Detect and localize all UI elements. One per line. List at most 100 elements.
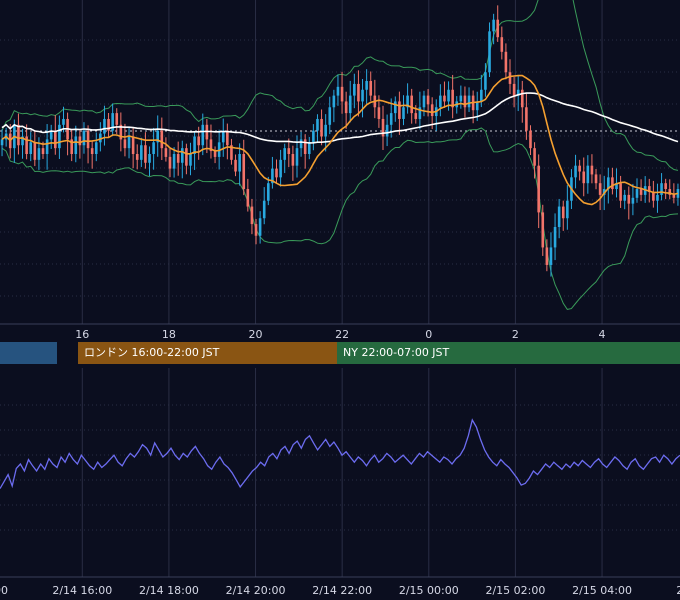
candle-body <box>504 51 508 73</box>
candle-body <box>430 104 434 117</box>
candle-body <box>357 83 360 102</box>
candle-body <box>344 101 348 114</box>
candle-body <box>578 165 581 172</box>
candle-body <box>541 212 545 248</box>
candle-body <box>627 194 631 204</box>
candle-body <box>639 189 643 195</box>
candle-body <box>561 206 565 219</box>
candle-body <box>144 145 147 163</box>
candle-body <box>340 86 344 102</box>
candle-body <box>168 156 172 169</box>
candle-body <box>299 139 303 149</box>
candle-body <box>221 130 225 143</box>
candle-body <box>389 113 393 125</box>
candle-body <box>361 89 364 102</box>
candle-body <box>426 95 430 105</box>
main-grid <box>0 0 680 324</box>
candle-body <box>172 154 176 169</box>
session-ny-label: NY 22:00-07:00 JST <box>343 346 450 359</box>
candle-body <box>316 118 319 131</box>
candle-body <box>439 95 442 108</box>
candle-body <box>135 154 139 160</box>
candle-body <box>107 118 110 131</box>
candle-body <box>279 159 282 178</box>
candle-body <box>246 189 250 207</box>
candle-body <box>82 130 86 146</box>
candle-body <box>353 83 356 96</box>
candle-body <box>545 247 549 265</box>
x-tick-label: 22 <box>335 328 349 341</box>
candle-body <box>377 107 381 119</box>
candle-body <box>156 130 160 143</box>
candle-body <box>619 183 622 201</box>
candle-body <box>394 101 397 114</box>
candle-body <box>25 136 28 154</box>
candle-body <box>37 148 41 160</box>
candle-body <box>33 142 37 160</box>
candle-body <box>582 171 586 184</box>
candle-body <box>54 130 57 149</box>
candle-body <box>283 148 286 160</box>
candle-body <box>647 186 651 192</box>
candle-body <box>307 142 311 154</box>
candle-body <box>406 95 409 108</box>
candle-body <box>475 101 479 111</box>
candle-body <box>189 154 192 166</box>
candle-body <box>197 136 200 146</box>
candle-body <box>152 142 155 154</box>
candle-body <box>594 174 598 184</box>
candle-body <box>537 165 540 213</box>
candle-body <box>127 136 131 149</box>
candle-body <box>103 118 106 134</box>
candle-body <box>324 124 327 137</box>
candle-body <box>492 19 495 32</box>
x-tick-label: 4 <box>599 328 606 341</box>
x-tick-label: 18 <box>162 328 176 341</box>
candle-body <box>348 95 352 114</box>
candle-body <box>385 124 389 137</box>
candle-body <box>287 148 291 154</box>
candle-body <box>623 194 626 201</box>
candle-body <box>49 130 53 140</box>
candle-body <box>529 130 532 149</box>
candle-body <box>258 218 262 236</box>
candle-body <box>291 154 295 166</box>
candle-body <box>590 165 594 175</box>
ma-slow-line <box>1 92 679 144</box>
oscillator-line <box>0 418 680 489</box>
candle-body <box>267 183 270 201</box>
candle-body <box>74 136 78 154</box>
candle-body <box>652 191 655 201</box>
candle-body <box>320 118 323 137</box>
candle-body <box>500 37 504 52</box>
candle-body <box>115 113 119 125</box>
candle-body <box>21 136 24 146</box>
candle-body <box>422 95 426 108</box>
x-tick-label: 16 <box>75 328 89 341</box>
candle-body <box>516 89 520 96</box>
candle-body <box>111 113 114 131</box>
candle-body <box>131 136 135 154</box>
candle-body <box>656 194 659 201</box>
candle-body <box>496 19 500 38</box>
candle-body <box>369 81 373 96</box>
candle-body <box>78 136 82 146</box>
x-tick-label: 0 <box>425 328 432 341</box>
candle-body <box>451 89 454 108</box>
candle-body <box>557 206 561 227</box>
candle-body <box>533 148 536 166</box>
candle-body <box>45 139 49 154</box>
oscillator-x-axis: 4:00 2/14 16:00 2/14 18:00 2/14 20:00 2/14 2… <box>0 584 680 597</box>
x-tick-label: 2/15 <box>676 584 680 597</box>
candle-body <box>549 247 553 265</box>
candle-body <box>94 142 98 154</box>
candle-body <box>254 224 258 236</box>
candle-body <box>271 168 274 184</box>
candle-body <box>58 124 61 149</box>
candle-body <box>185 148 188 166</box>
candle-body <box>213 151 217 157</box>
candle-body <box>463 95 467 108</box>
candle-body <box>17 124 20 146</box>
